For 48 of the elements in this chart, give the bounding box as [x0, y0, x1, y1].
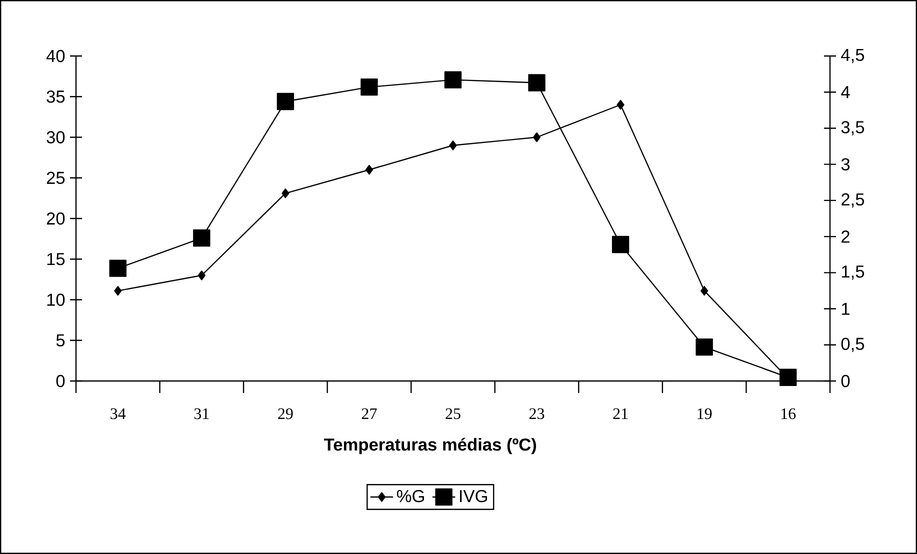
x-tick-label: 29 — [278, 408, 293, 420]
y2-tick-label: 3 — [841, 158, 850, 170]
point — [700, 286, 708, 296]
x-tick-label: 34 — [110, 408, 126, 420]
point — [360, 78, 378, 96]
point — [528, 74, 546, 92]
y2-tick-label: 1 — [842, 302, 850, 315]
x-tick-label: 25 — [446, 408, 460, 420]
y2-tick-label: 0 — [841, 374, 850, 388]
y2-tick-label: 2 — [842, 230, 850, 243]
y-tick-label: 10 — [47, 294, 65, 306]
x-tick-label: 21 — [613, 408, 628, 419]
point — [780, 368, 797, 386]
point — [449, 140, 457, 150]
x-axis-title: Temperaturas médias (ºC) — [324, 438, 536, 454]
y-tick-label: 5 — [56, 334, 65, 346]
y-tick-label: 30 — [46, 131, 65, 144]
point — [282, 188, 290, 198]
y2-tick-label: 4,5 — [841, 48, 864, 64]
y-tick-label: 15 — [47, 253, 65, 266]
y-tick-label: 25 — [46, 172, 65, 184]
x-tick-label: 27 — [362, 408, 377, 419]
y2-tick-label: 2,5 — [842, 193, 864, 208]
point — [109, 260, 126, 277]
y2-tick-label: 4 — [841, 86, 850, 98]
x-tick-label: 23 — [529, 408, 544, 420]
y-tick-label: 0 — [56, 374, 65, 388]
point — [616, 100, 624, 110]
point — [696, 338, 713, 356]
x-tick-label: 19 — [698, 408, 712, 420]
x-tick-label: 16 — [782, 408, 796, 420]
legend-label: %G — [396, 490, 424, 502]
point — [276, 92, 294, 110]
point — [193, 229, 210, 247]
point — [114, 286, 122, 296]
y-tick-label: 35 — [46, 90, 65, 103]
point — [532, 132, 541, 142]
y2-tick-label: 3,5 — [841, 121, 864, 136]
y2-tick-label: 1,5 — [842, 266, 864, 280]
legend-label: IVG — [460, 490, 487, 502]
point — [198, 270, 206, 280]
y-tick-label: 40 — [46, 50, 65, 62]
point — [612, 236, 630, 254]
y2-tick-label: 0,5 — [841, 338, 864, 352]
point — [444, 71, 462, 88]
point — [365, 164, 374, 175]
y-tick-label: 20 — [46, 212, 65, 225]
x-tick-label: 31 — [194, 408, 209, 420]
